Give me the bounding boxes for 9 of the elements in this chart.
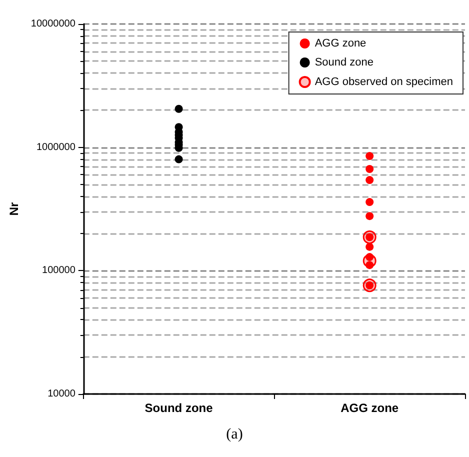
text: (a) — [226, 426, 243, 442]
y-tick-label: 10000 — [48, 388, 76, 400]
y-axis-title: Nr — [7, 202, 21, 216]
legend-label: Sound zone — [314, 56, 374, 68]
y-tick-label: 100000 — [42, 265, 76, 276]
y-tick-label: 10000000 — [30, 18, 76, 30]
legend-label: AGG zone — [314, 38, 366, 50]
y-tick-label: 1000000 — [36, 142, 76, 153]
legend-label: AGG observed on specimen — [314, 76, 454, 88]
